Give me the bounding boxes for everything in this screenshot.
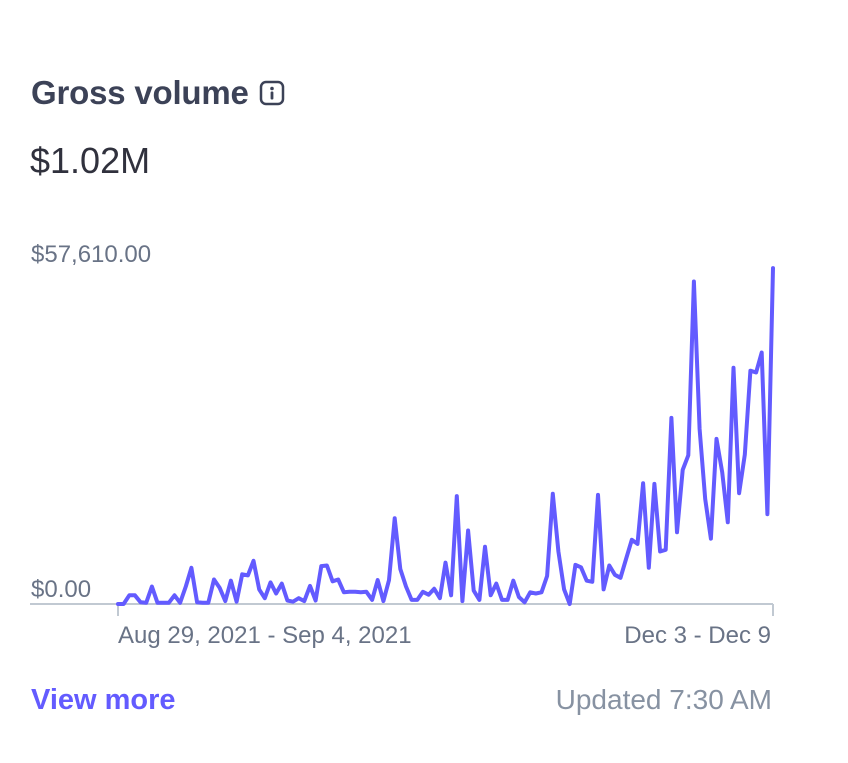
- y-tick-label-min: $0.00: [31, 576, 91, 603]
- series-line: [116, 266, 775, 606]
- updated-timestamp: Updated 7:30 AM: [555, 684, 772, 715]
- view-more-link[interactable]: View more: [31, 684, 176, 716]
- x-tick-label-start: Aug 29, 2021 - Sep 4, 2021: [118, 622, 412, 649]
- x-tick-label-end: Dec 3 - Dec 9: [624, 622, 771, 649]
- info-icon[interactable]: [259, 80, 285, 106]
- chart-header: Gross volume: [31, 74, 285, 112]
- gross-volume-total: $1.02M: [30, 140, 151, 181]
- y-tick-label-max: $57,610.00: [31, 241, 151, 268]
- chart-title: Gross volume: [31, 74, 249, 111]
